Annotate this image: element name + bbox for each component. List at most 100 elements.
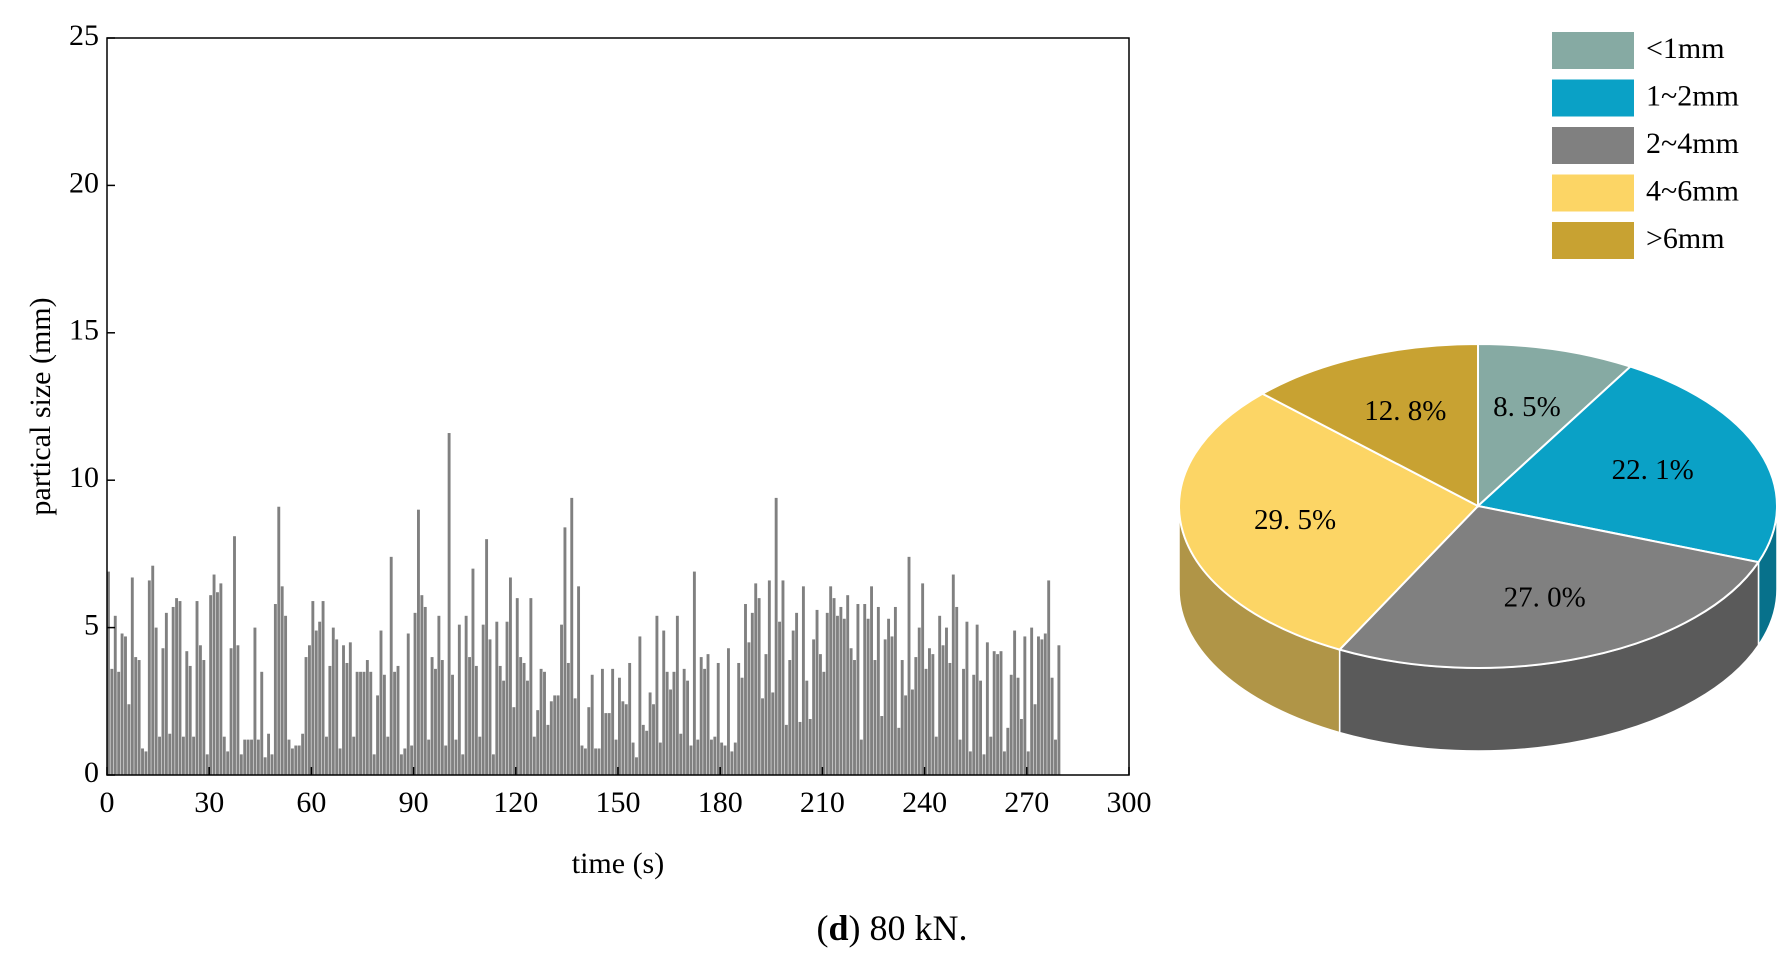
bar [594, 748, 598, 775]
bar [958, 739, 962, 775]
bar [945, 627, 948, 775]
bar [689, 745, 693, 775]
bar [430, 657, 434, 775]
bar [212, 574, 216, 775]
bar [124, 636, 127, 775]
bar [812, 639, 816, 775]
bar [447, 433, 451, 775]
bar [256, 739, 260, 775]
bar [740, 677, 744, 775]
bar [209, 595, 213, 775]
bar [648, 692, 652, 775]
bar [682, 668, 686, 775]
legend-swatch [1552, 174, 1634, 212]
bar [195, 601, 199, 775]
bar [1040, 639, 1044, 775]
bar [120, 633, 124, 775]
bar [205, 754, 209, 775]
bar [410, 745, 414, 775]
bar [941, 645, 945, 775]
bar [934, 736, 938, 775]
y-tick-label: 25 [69, 19, 99, 52]
bar [110, 668, 114, 775]
bar [1009, 674, 1013, 775]
bar [403, 748, 407, 775]
bar [318, 621, 322, 775]
bar [335, 639, 339, 775]
bar [563, 527, 567, 775]
bar [314, 630, 318, 775]
bar [774, 497, 778, 775]
bar [1006, 727, 1010, 775]
bar [519, 657, 523, 775]
bar [328, 665, 332, 775]
bar [505, 621, 509, 775]
bar [631, 742, 635, 775]
legend-label: 4~6mm [1646, 174, 1739, 207]
bar [113, 615, 117, 775]
bar [853, 660, 856, 775]
bar [897, 727, 901, 775]
bar [301, 733, 305, 775]
bar [539, 668, 543, 775]
bar [181, 736, 185, 775]
bar [938, 615, 942, 775]
x-tick-label: 270 [1004, 786, 1049, 819]
bar [471, 568, 475, 775]
legend-swatch [1552, 32, 1634, 69]
x-tick-label: 240 [902, 786, 947, 819]
bar [570, 497, 574, 775]
bar [822, 671, 826, 775]
legend-label: 2~4mm [1646, 127, 1739, 160]
bar [188, 665, 192, 775]
bar [164, 612, 168, 775]
bar [342, 645, 345, 775]
bar [457, 624, 461, 775]
bar [679, 733, 683, 775]
bar [437, 615, 441, 775]
bar [508, 577, 512, 775]
bar [900, 660, 904, 775]
bar [887, 618, 891, 775]
bar [727, 648, 730, 775]
bar [127, 704, 131, 775]
bar [536, 710, 540, 775]
bar [107, 571, 110, 775]
bar [311, 601, 315, 775]
bar [866, 618, 870, 775]
x-tick-label: 150 [596, 786, 641, 819]
bar [798, 721, 802, 775]
bar [917, 627, 921, 775]
bar [904, 695, 908, 775]
bar [338, 748, 342, 775]
bar [161, 648, 165, 775]
bar [369, 671, 373, 775]
bar [512, 707, 516, 775]
bar [696, 739, 700, 775]
bar [818, 654, 822, 775]
x-tick-label: 60 [296, 786, 326, 819]
bar [832, 598, 836, 775]
bar [1033, 704, 1037, 775]
bar [730, 751, 734, 775]
bar [883, 639, 887, 775]
bar [611, 668, 615, 775]
bar [1037, 636, 1040, 775]
bar [171, 606, 175, 775]
bar [1026, 751, 1030, 775]
bar [474, 665, 478, 775]
bar [706, 654, 710, 775]
bar [556, 695, 560, 775]
bar [491, 754, 495, 775]
bar [662, 630, 666, 775]
bar [641, 724, 645, 775]
bar [222, 736, 226, 775]
bar [795, 612, 799, 775]
bar [672, 671, 676, 775]
bar [597, 748, 601, 775]
bar [284, 615, 288, 775]
y-tick-label: 15 [69, 314, 99, 347]
bar [553, 695, 557, 775]
bar [744, 604, 747, 775]
pie-slice [1477, 342, 1633, 509]
